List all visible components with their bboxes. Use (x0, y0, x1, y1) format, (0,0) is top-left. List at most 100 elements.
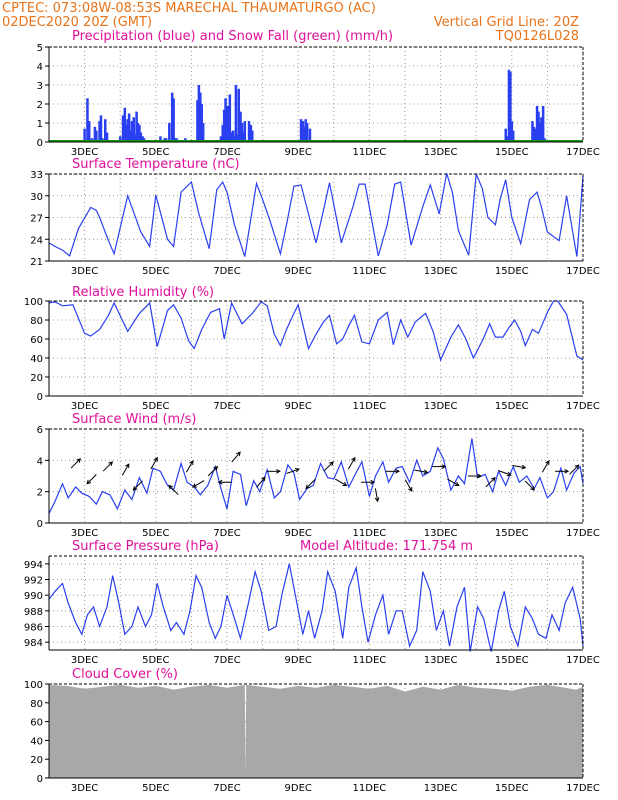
x-tick-label: 11DEC (353, 401, 387, 412)
y-tick-label: 100 (24, 680, 43, 691)
wind-arrowhead (408, 486, 413, 492)
wind-line (48, 438, 584, 514)
precipitation-bar (136, 123, 140, 142)
x-tick-label: 13DEC (424, 401, 458, 412)
wind-arrowhead (108, 461, 114, 466)
precipitation-bar (95, 130, 98, 142)
wind-arrowhead (574, 464, 580, 470)
header-station: CPTEC: 073:08W-08:53S MARECHAL THAUMATUR… (2, 1, 376, 16)
y-tick-label: 30 (30, 192, 43, 203)
precipitation-bar (168, 123, 171, 142)
precipitation-bar (233, 136, 236, 142)
x-tick-label: 15DEC (495, 401, 529, 412)
precipitation-bar (222, 109, 226, 142)
wind-arrow (335, 478, 347, 486)
x-tick-label: 17DEC (566, 655, 600, 666)
precipitation-bar (170, 92, 174, 142)
temperature-title: Surface Temperature (nC) (72, 157, 240, 172)
y-tick-label: 988 (24, 607, 43, 618)
precipitation-bar (236, 134, 239, 142)
y-tick-label: 80 (30, 316, 43, 327)
y-tick-label: 990 (24, 591, 43, 602)
wind-arrowhead (506, 471, 512, 477)
wind-arrowhead (294, 468, 300, 473)
wind-arrow (569, 464, 580, 475)
x-tick-label: 9DEC (285, 783, 312, 794)
precipitation-bar (219, 136, 223, 142)
y-tick-label: 1 (37, 119, 43, 130)
x-tick-label: 17DEC (566, 401, 600, 412)
y-tick-label: 994 (24, 560, 43, 571)
wind-arrowhead (168, 484, 173, 490)
wind-arrow (347, 457, 356, 470)
x-tick-label: 5DEC (142, 266, 169, 277)
humidity-title: Relative Humidity (%) (72, 285, 214, 300)
cloud-cover-area (49, 684, 583, 778)
model-altitude: Model Altitude: 171.754 m (300, 539, 473, 554)
precipitation-bar (126, 119, 129, 142)
pressure-plot: 984 986 988 990 992 994 3DEC 5DEC 7DEC 9DEC 11DEC 1… (24, 555, 600, 666)
precipitation-bar (507, 69, 511, 142)
precipitation-bar (129, 130, 132, 142)
y-tick-label: 4 (37, 456, 43, 467)
x-tick-label: 9DEC (285, 401, 312, 412)
wind-arrowhead (454, 481, 460, 487)
wind-arrow (374, 488, 379, 502)
wind-arrowhead (217, 479, 223, 485)
precipitation-bar (199, 92, 202, 142)
precipitation-bar (535, 105, 539, 142)
wind-arrow (512, 464, 526, 469)
temperature-line (48, 173, 584, 257)
y-tick-label: 80 (30, 699, 43, 710)
y-tick-label: 4 (37, 62, 43, 73)
panel-humidity: Relative Humidity (%) 0 20 40 60 80 100 3DEC 5D… (24, 285, 600, 412)
precipitation-bar (243, 121, 247, 142)
y-tick-label: 3 (37, 81, 43, 92)
precipitation-title: Precipitation (blue) and Snow Fall (gree… (72, 29, 393, 44)
y-tick-label: 24 (30, 235, 43, 246)
wind-arrow (498, 470, 511, 476)
precipitation-bar (538, 123, 542, 142)
wind-arrowhead (213, 465, 219, 471)
x-tick-label: 5DEC (142, 147, 169, 158)
wind-arrow (133, 480, 143, 491)
precipitation-bar (302, 126, 306, 142)
panel-wind: Surface Wind (m/s) 0 2 4 6 3DEC 5DEC 7DEC 9DEC 1… (37, 412, 600, 539)
wind-arrow (414, 469, 428, 473)
precipitation-bar (511, 130, 515, 142)
precipitation-bar (105, 132, 109, 142)
precipitation-bar (510, 121, 514, 142)
wind-arrowhead (153, 456, 158, 462)
x-tick-label: 15DEC (495, 147, 529, 158)
precipitation-plot: 0 1 2 3 4 5 3DEC 5DEC 7DEC 9DEC 11DEC 13DEC 15DEC 17D… (37, 43, 600, 158)
precipitation-bar (197, 85, 201, 142)
wind-arrowhead (441, 464, 447, 469)
wind-title: Surface Wind (m/s) (72, 412, 196, 427)
wind-arrow (102, 461, 113, 472)
header: CPTEC: 073:08W-08:53S MARECHAL THAUMATUR… (2, 1, 579, 44)
x-tick-label: 11DEC (353, 528, 387, 539)
wind-arrowhead (329, 461, 334, 466)
y-tick-label: 0 (37, 138, 43, 149)
precipitation-bar (124, 124, 128, 142)
x-tick-label: 7DEC (213, 783, 240, 794)
x-tick-label: 3DEC (71, 266, 98, 277)
x-tick-label: 13DEC (424, 266, 458, 277)
wind-arrowhead (276, 468, 281, 474)
precipitation-bar (308, 128, 312, 142)
y-tick-label: 986 (24, 623, 43, 634)
header-run-time: 02DEC2020 20Z (GMT) (2, 15, 152, 30)
x-tick-label: 15DEC (495, 783, 529, 794)
precipitation-bar (159, 136, 162, 142)
precipitation-bar (123, 107, 127, 142)
x-tick-label: 13DEC (424, 147, 458, 158)
precipitation-bar (103, 119, 107, 142)
precipitation-bar (534, 128, 537, 142)
wind-arrowhead (491, 476, 496, 482)
x-tick-label: 11DEC (353, 655, 387, 666)
precipitation-bar (247, 121, 251, 142)
y-tick-label: 40 (30, 354, 43, 365)
precipitation-bar (130, 121, 134, 142)
precipitation-bar (141, 136, 144, 142)
